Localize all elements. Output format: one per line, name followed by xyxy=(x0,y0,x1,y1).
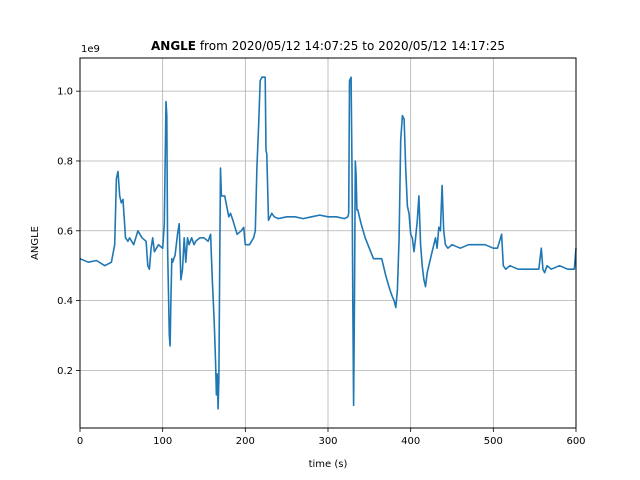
angle-series-line xyxy=(79,76,577,410)
chart-title-rest: from 2020/05/12 14:07:25 to 2020/05/12 1… xyxy=(196,39,505,53)
x-tick-label: 500 xyxy=(484,436,503,447)
y-tick-label: 0.4 xyxy=(57,296,73,307)
y-offset-text: 1e9 xyxy=(81,44,100,55)
y-tick-label: 0.8 xyxy=(57,156,73,167)
y-tick-label: 0.2 xyxy=(57,366,73,377)
x-tick-label: 600 xyxy=(566,436,585,447)
grid-lines xyxy=(79,58,577,428)
x-tick-label: 0 xyxy=(77,436,83,447)
x-axis-label: time (s) xyxy=(309,459,348,470)
axis-ticks: 0 100 200 300 400 500 600 0.2 0.4 0.6 0.8 1.0 xyxy=(57,87,585,447)
x-tick-label: 100 xyxy=(153,436,172,447)
x-tick-label: 200 xyxy=(236,436,255,447)
x-tick-label: 400 xyxy=(401,436,420,447)
y-tick-label: 1.0 xyxy=(57,87,73,98)
chart-title: ANGLE from 2020/05/12 14:07:25 to 2020/0… xyxy=(151,39,505,53)
chart-title-bold: ANGLE xyxy=(151,39,196,53)
series-layer xyxy=(79,76,577,410)
y-tick-label: 0.6 xyxy=(57,226,73,237)
y-axis-label: ANGLE xyxy=(30,226,41,260)
x-tick-label: 300 xyxy=(318,436,337,447)
